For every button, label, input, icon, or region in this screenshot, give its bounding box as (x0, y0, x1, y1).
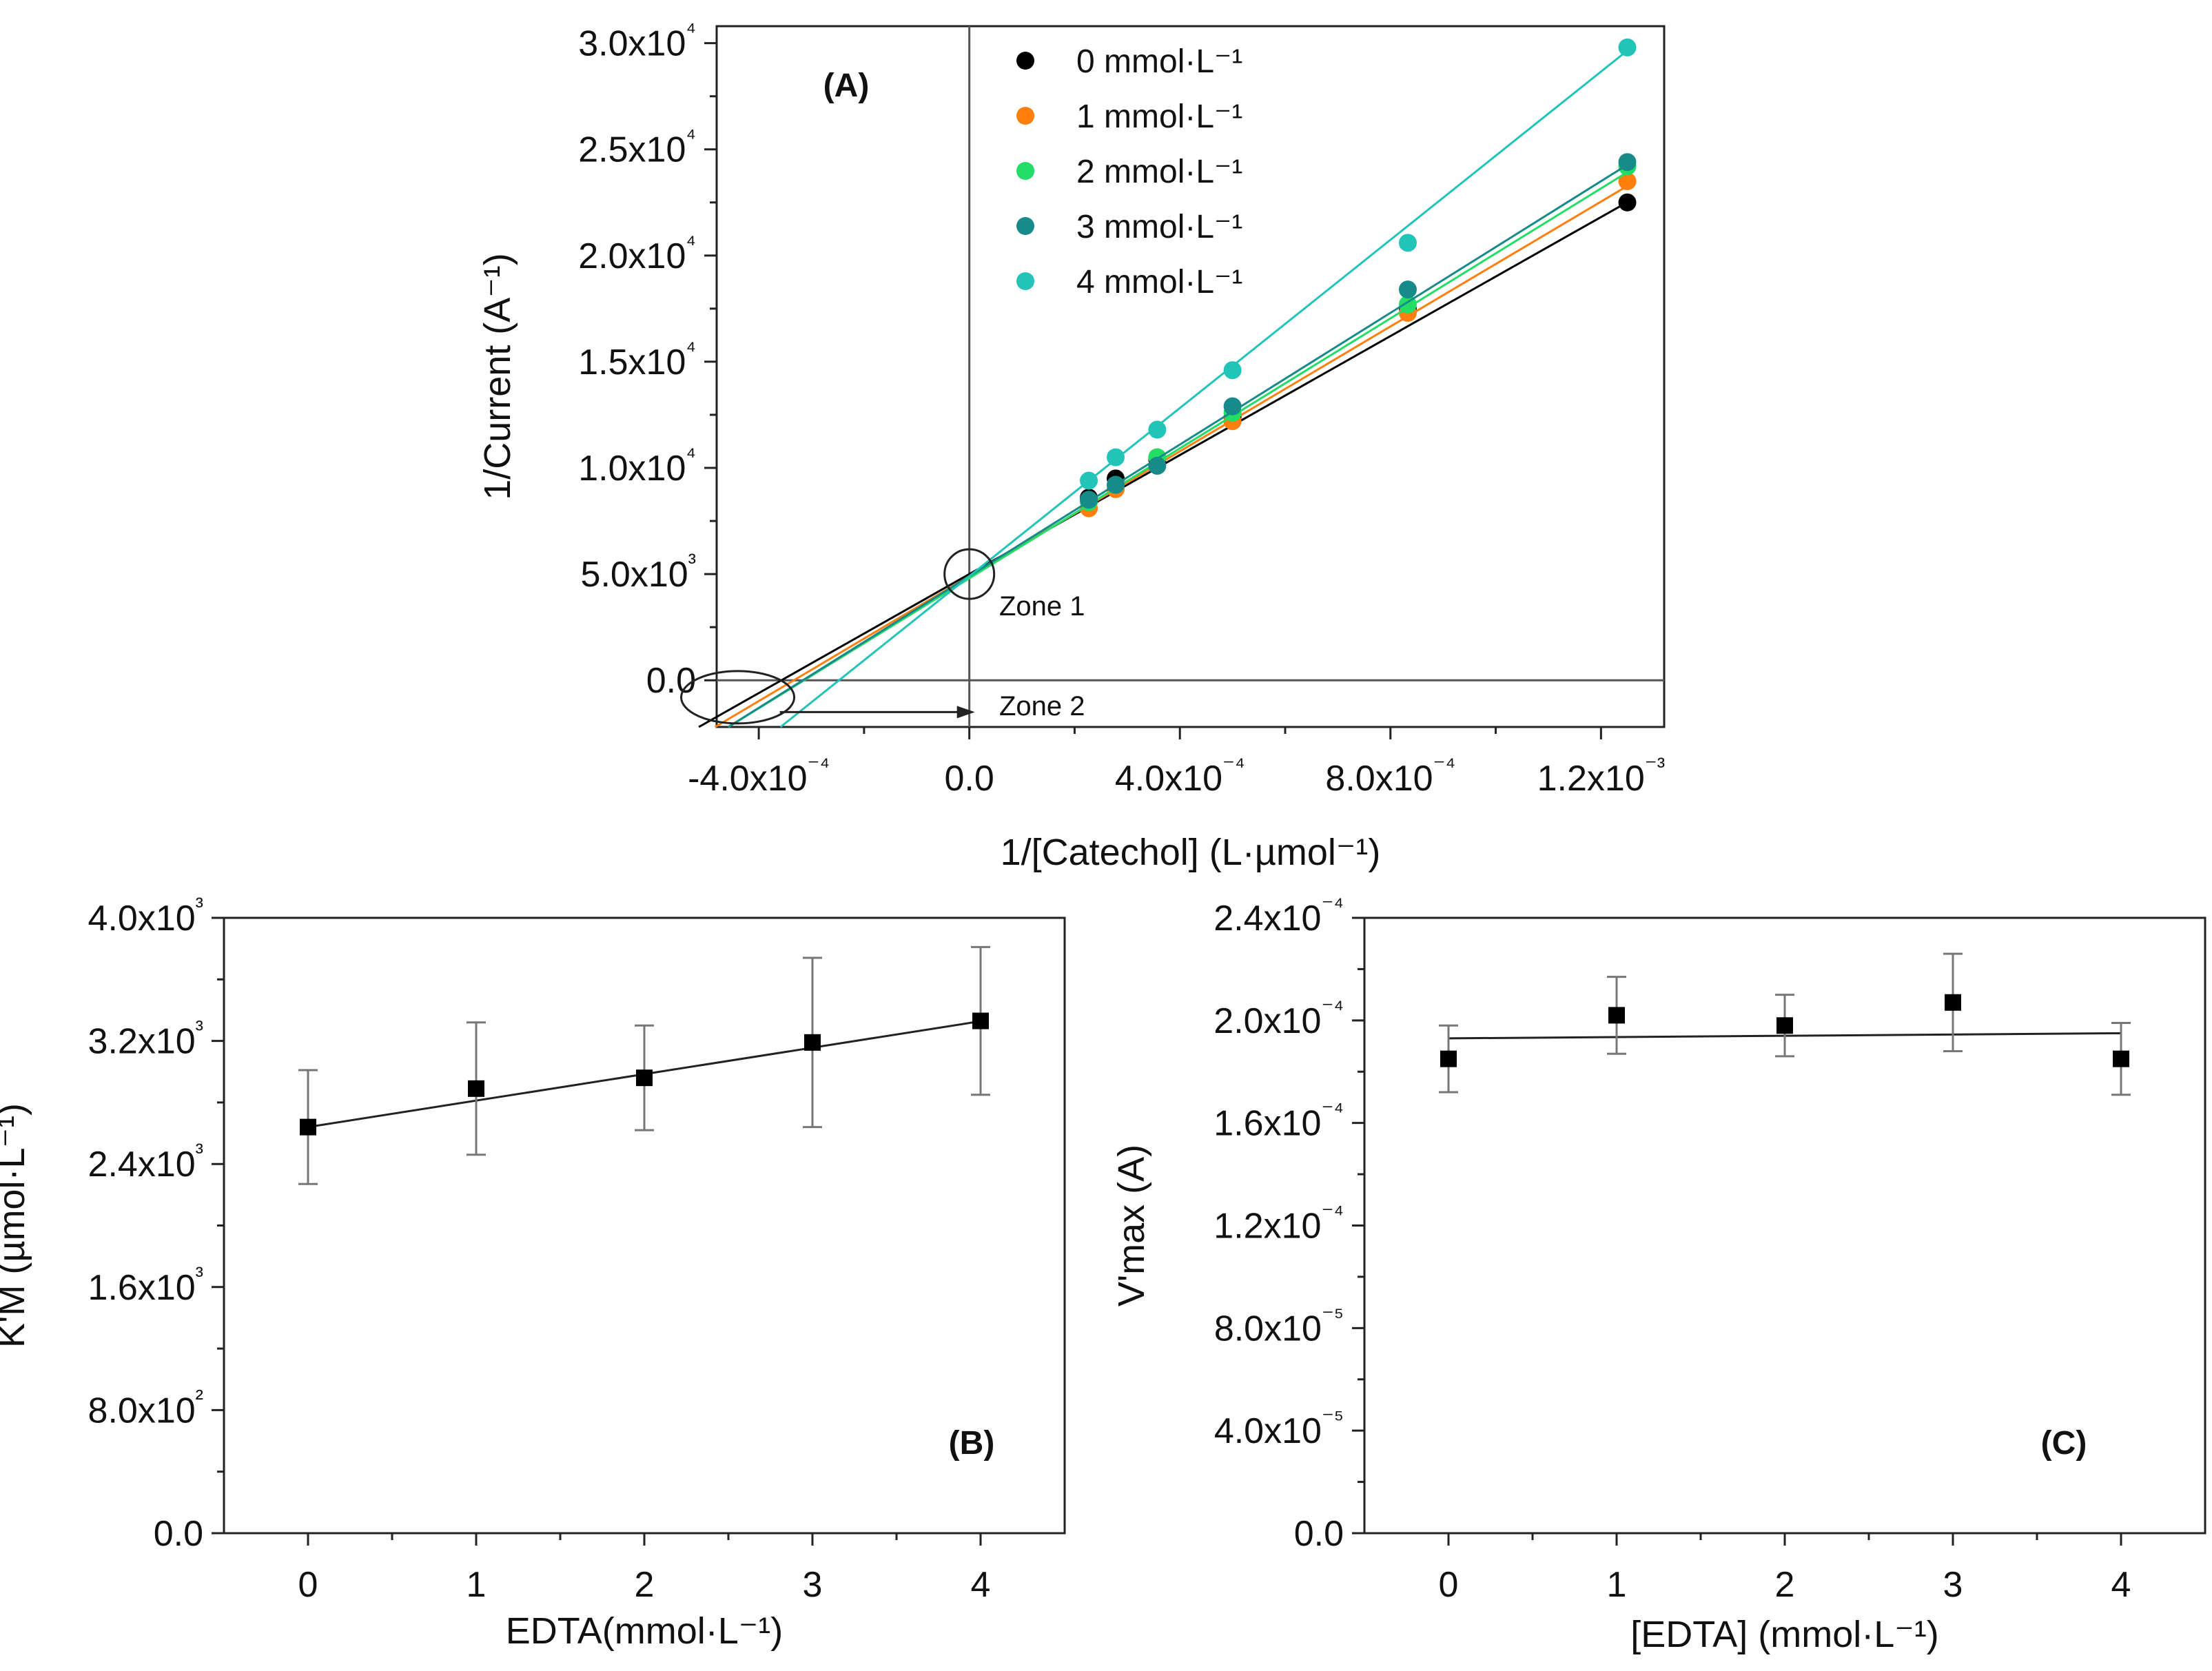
data-point (636, 1069, 653, 1087)
data-point-series-4 (1618, 38, 1637, 57)
data-point (1945, 994, 1961, 1011)
data-point (300, 1118, 316, 1136)
data-point-series-0 (1618, 193, 1637, 212)
legend-label: 1 mmol·L⁻¹ (1076, 99, 1242, 135)
y-tick-label: 0.0 (646, 661, 696, 701)
y-tick-label: 4.0x10⁻⁵ (1214, 1406, 1344, 1451)
x-tick-label: 1 (1607, 1565, 1627, 1605)
fit-line-series-1 (714, 185, 1628, 728)
data-point-series-4 (1148, 420, 1167, 439)
data-point (1608, 1007, 1625, 1024)
zone-1-label: Zone 1 (999, 591, 1085, 622)
panel-label: (B) (949, 1425, 995, 1462)
y-tick-label: 0.0 (154, 1514, 203, 1554)
legend-label: 4 mmol·L⁻¹ (1076, 264, 1242, 300)
panel-label: (C) (2041, 1425, 2087, 1462)
y-tick-label: 1.6x10⁻⁴ (1213, 1098, 1344, 1144)
x-tick-label: 0.0 (945, 759, 994, 799)
x-tick-label: 3 (803, 1565, 823, 1605)
x-tick-label: 4 (2111, 1565, 2131, 1605)
fit-line-series-3 (727, 163, 1628, 728)
y-tick-label: 4.0x10³ (88, 893, 203, 939)
data-point-series-1 (1618, 172, 1637, 190)
legend-marker (1016, 272, 1034, 290)
y-axis-title: K'M (µmol·L⁻¹) (0, 1103, 32, 1348)
y-tick-label: 0.0 (1294, 1514, 1344, 1554)
y-tick-label: 8.0x10⁻⁵ (1214, 1303, 1344, 1349)
x-tick-label: 4 (971, 1565, 991, 1605)
x-axis-title: [EDTA] (mmol·L⁻¹) (1630, 1614, 1938, 1655)
data-point (468, 1080, 484, 1097)
legend-marker (1016, 52, 1034, 70)
panel-b: 0 1 2 3 4 0.0 8.0x10² 1.6x10³ 2.4x10³ 3.2x10³ 4.0x… (0, 893, 1066, 1652)
x-tick-label: 1 (467, 1565, 487, 1605)
y-tick-label: 2.5x10⁴ (578, 125, 696, 170)
plot-frame (223, 916, 1066, 1535)
legend-marker (1016, 217, 1034, 235)
data-point-series-4 (1223, 361, 1242, 380)
data-point-series-4 (1398, 234, 1417, 252)
x-tick-label: 2 (1775, 1565, 1795, 1605)
fit-line-series-4 (779, 50, 1628, 728)
y-axis-title: 1/Current (A⁻¹) (477, 253, 518, 500)
y-tick-label: 1.2x10⁻⁴ (1213, 1201, 1344, 1247)
legend-marker (1016, 107, 1034, 125)
data-point-series-3 (1223, 397, 1242, 416)
x-tick-label: 2 (635, 1565, 655, 1605)
legend-marker (1016, 162, 1034, 180)
y-tick-label: 1.6x10³ (88, 1262, 203, 1308)
panel-c: 0 1 2 3 4 0.0 4.0x10⁻⁵ 8.0x10⁻⁵ 1.2x10⁻⁴ 1.6x10⁻⁴… (1111, 893, 2206, 1655)
y-tick-label: 5.0x10³ (581, 549, 696, 595)
zone-1-marker (943, 548, 996, 600)
y-tick-label: 2.0x10⁴ (578, 231, 696, 276)
x-axis-title: EDTA(mmol·L⁻¹) (506, 1610, 783, 1652)
x-axis-title: 1/[Catechol] (L·µmol⁻¹) (1001, 832, 1381, 873)
plot-frame (715, 25, 1666, 728)
zone-2-marker (680, 670, 796, 725)
x-tick-label: -4.0x10⁻⁴ (688, 753, 830, 799)
data-point-series-3 (1398, 280, 1417, 299)
fit-line-series-2 (728, 171, 1628, 728)
data-point (1776, 1017, 1793, 1034)
data-point-series-3 (1618, 153, 1637, 172)
zone-2-arrowhead (956, 706, 975, 719)
legend-label: 0 mmol·L⁻¹ (1076, 43, 1242, 80)
x-tick-label: 1.2x10⁻³ (1537, 753, 1665, 799)
x-tick-label: 8.0x10⁻⁴ (1325, 753, 1455, 799)
legend-label: 2 mmol·L⁻¹ (1076, 154, 1242, 190)
x-tick-label: 0 (1439, 1565, 1459, 1605)
data-point-series-4 (1080, 471, 1098, 490)
zone-2-label: Zone 2 (999, 691, 1085, 721)
data-point (2113, 1050, 2129, 1067)
y-axis-title: V'max (A) (1111, 1145, 1152, 1306)
x-tick-label: 3 (1943, 1565, 1963, 1605)
panel-label: (A) (823, 68, 870, 104)
data-point-series-3 (1148, 456, 1167, 475)
data-point (1440, 1050, 1457, 1067)
data-point (804, 1034, 821, 1051)
y-tick-label: 2.0x10⁻⁴ (1213, 996, 1344, 1041)
data-point (972, 1012, 989, 1029)
legend-label: 3 mmol·L⁻¹ (1076, 209, 1242, 245)
y-tick-label: 2.4x10⁻⁴ (1213, 893, 1344, 939)
y-tick-label: 2.4x10³ (88, 1139, 203, 1185)
data-point-series-3 (1080, 491, 1098, 509)
x-tick-label: 0 (298, 1565, 318, 1605)
y-tick-label: 1.5x10⁴ (578, 337, 696, 382)
data-point-series-3 (1107, 475, 1125, 494)
panel-a: -4.0x10⁻⁴ 0.0 4.0x10⁻⁴ 8.0x10⁻⁴ 1.2x10⁻³ 0.0 5… (477, 19, 1666, 873)
y-tick-label: 1.0x10⁴ (578, 443, 696, 489)
data-point-series-4 (1107, 448, 1125, 467)
x-tick-label: 4.0x10⁻⁴ (1115, 753, 1245, 799)
y-tick-label: 3.2x10³ (88, 1016, 203, 1062)
y-tick-label: 8.0x10² (88, 1385, 203, 1431)
y-tick-label: 3.0x10⁴ (578, 19, 696, 64)
